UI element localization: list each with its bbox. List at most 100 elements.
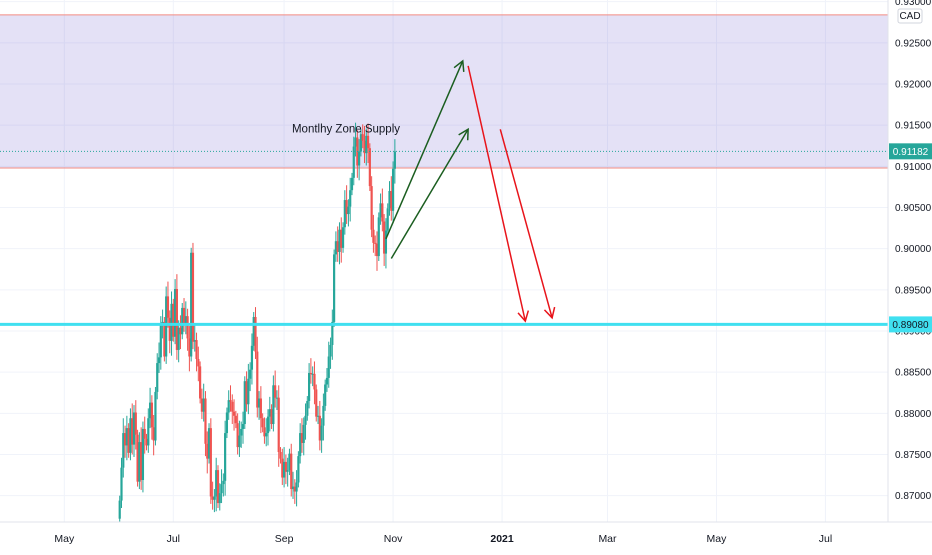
candle-body: [284, 461, 287, 472]
candle-body: [270, 409, 273, 425]
candle: [308, 363, 311, 409]
candle: [168, 310, 171, 354]
candle-body: [327, 356, 330, 378]
candle-body: [147, 418, 150, 446]
candle: [241, 411, 245, 444]
candle: [315, 384, 318, 422]
candle: [173, 279, 177, 345]
candle: [140, 427, 143, 490]
candle: [331, 309, 334, 360]
candle-body: [170, 303, 173, 341]
candle: [131, 403, 134, 455]
candle: [281, 448, 284, 485]
candle: [127, 423, 130, 458]
candle-body: [352, 146, 355, 178]
candle-body: [199, 366, 202, 399]
candle-body: [381, 203, 384, 222]
candle: [222, 473, 225, 497]
candle: [343, 190, 346, 235]
y-tick-label: 0.90000: [895, 244, 932, 255]
candle-body: [279, 452, 282, 459]
candle: [390, 176, 393, 221]
candle-body: [154, 391, 157, 441]
candle-body: [361, 134, 364, 141]
candle: [243, 376, 246, 429]
candle: [309, 358, 312, 384]
candle-body: [316, 415, 320, 417]
candle: [391, 161, 395, 224]
candle: [266, 409, 270, 446]
candle-body: [181, 307, 184, 335]
candle: [252, 312, 255, 351]
candle-body: [302, 424, 305, 443]
candle: [270, 404, 273, 429]
projection-arrow[interactable]: [390, 127, 469, 259]
candle: [132, 405, 136, 457]
y-tick-label: 0.87500: [895, 450, 932, 461]
candle: [295, 470, 298, 507]
candle-body: [238, 435, 241, 448]
candle-body: [343, 200, 346, 228]
candle-body: [350, 177, 354, 191]
candle: [231, 394, 234, 425]
projection-arrow[interactable]: [467, 65, 530, 323]
candle-body: [354, 137, 357, 147]
candle-body: [138, 442, 141, 482]
level-line: [0, 150, 932, 326]
candle-body: [161, 321, 164, 324]
candle: [359, 129, 363, 157]
candle: [202, 383, 205, 422]
candle-body: [318, 415, 321, 441]
projection-arrow[interactable]: [499, 129, 556, 320]
candle: [118, 495, 121, 524]
candle: [302, 417, 305, 456]
candle: [268, 396, 271, 432]
level-price-tag: [889, 316, 932, 333]
candle: [152, 414, 155, 456]
candle-body: [256, 351, 259, 408]
projection-arrow[interactable]: [385, 59, 465, 240]
candle-body: [211, 496, 214, 500]
candle: [263, 417, 266, 444]
candle: [316, 405, 320, 425]
candle: [325, 368, 329, 392]
candle-body: [213, 496, 216, 500]
candle: [148, 387, 152, 429]
candle: [333, 249, 336, 327]
candle: [374, 235, 377, 257]
candle-body: [148, 402, 152, 419]
candle-body: [259, 398, 262, 419]
candle-body: [370, 186, 373, 230]
candle-body: [345, 200, 348, 215]
candle: [275, 390, 279, 411]
candle: [358, 139, 361, 181]
candle: [341, 222, 345, 253]
candle: [257, 391, 261, 420]
candle-body: [325, 377, 329, 385]
currency-badge[interactable]: [897, 8, 923, 24]
candle-body: [300, 433, 304, 443]
candle: [191, 242, 195, 350]
candle: [250, 333, 254, 385]
candle-body: [168, 317, 171, 341]
candle-body: [152, 427, 155, 441]
candle: [154, 386, 157, 446]
candle: [299, 423, 302, 464]
candle-body: [216, 470, 220, 504]
candle: [282, 447, 286, 488]
candle: [200, 388, 203, 420]
candle: [384, 218, 388, 269]
candle-body: [334, 241, 338, 255]
candle: [206, 431, 209, 474]
candle-body: [372, 229, 375, 243]
candle-body: [252, 316, 255, 346]
candle: [279, 447, 282, 464]
candle: [247, 363, 250, 415]
candle: [300, 418, 304, 453]
candle-body: [240, 428, 243, 436]
candle-body: [197, 358, 200, 367]
currency-label: CAD: [899, 11, 920, 22]
candle: [218, 483, 221, 511]
